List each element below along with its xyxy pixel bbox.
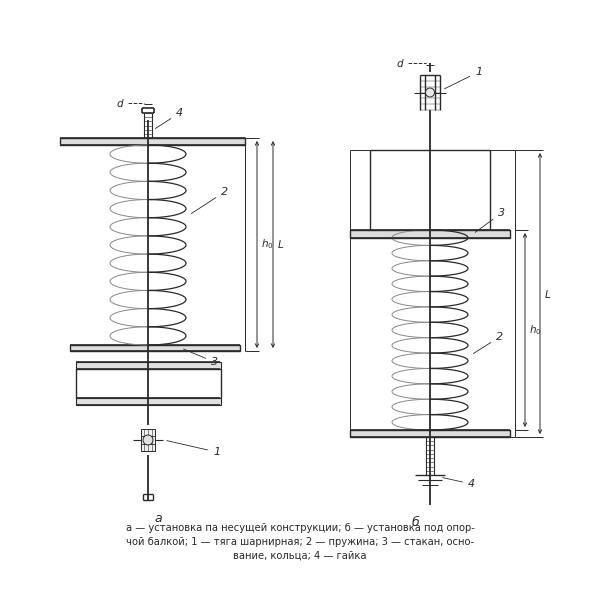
Bar bbox=[350, 430, 510, 437]
Text: $h_0$: $h_0$ bbox=[261, 238, 274, 251]
Bar bbox=[76, 398, 221, 405]
Text: $d$: $d$ bbox=[397, 57, 405, 69]
Ellipse shape bbox=[425, 88, 434, 97]
Text: а: а bbox=[154, 511, 162, 524]
Text: $L$: $L$ bbox=[277, 238, 284, 251]
Text: б: б bbox=[411, 517, 419, 529]
Bar bbox=[350, 230, 510, 238]
Text: 4: 4 bbox=[155, 108, 183, 128]
Text: $h_0$: $h_0$ bbox=[529, 323, 542, 337]
Bar bbox=[141, 429, 155, 451]
Text: 3: 3 bbox=[184, 349, 218, 367]
Text: 2: 2 bbox=[473, 332, 503, 353]
Text: чой балкой; 1 — тяга шарнирная; 2 — пружина; 3 — стакан, осно-: чой балкой; 1 — тяга шарнирная; 2 — пруж… bbox=[126, 537, 474, 547]
Text: $L$: $L$ bbox=[544, 287, 551, 299]
Text: 2: 2 bbox=[191, 187, 228, 214]
Text: 4: 4 bbox=[443, 478, 475, 489]
Text: а — установка па несущей конструкции; б — установка под опор-: а — установка па несущей конструкции; б … bbox=[125, 523, 475, 533]
Bar bbox=[76, 369, 221, 398]
Bar bbox=[76, 362, 221, 369]
Text: 1: 1 bbox=[167, 440, 220, 457]
Bar bbox=[370, 150, 490, 230]
Bar bbox=[70, 345, 240, 351]
Text: 3: 3 bbox=[475, 208, 505, 232]
Ellipse shape bbox=[143, 435, 153, 445]
Text: 1: 1 bbox=[445, 67, 482, 89]
Bar bbox=[60, 138, 245, 145]
Text: $d$: $d$ bbox=[116, 97, 125, 109]
Text: вание, кольца; 4 — гайка: вание, кольца; 4 — гайка bbox=[233, 551, 367, 561]
